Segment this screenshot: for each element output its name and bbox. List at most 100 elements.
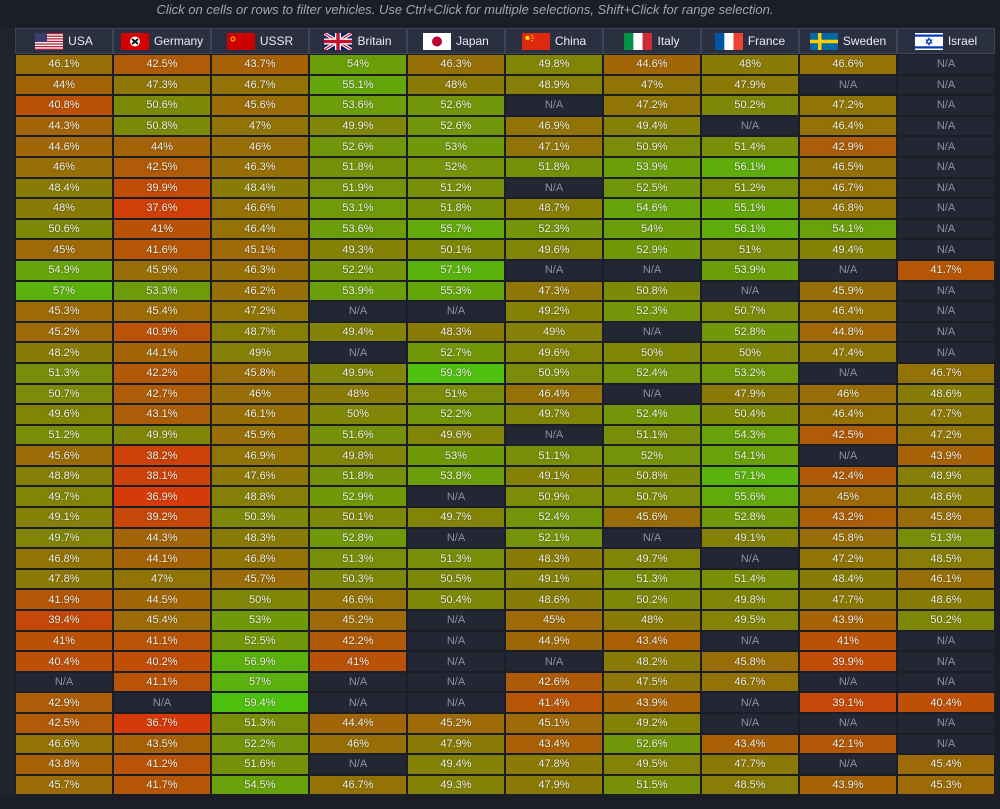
table-cell[interactable]: N/A (897, 177, 995, 199)
table-cell[interactable]: N/A (407, 671, 505, 693)
table-cell[interactable]: 45% (15, 239, 113, 260)
table-cell[interactable]: 43.9% (603, 692, 701, 713)
table-cell[interactable]: 49.8% (309, 445, 407, 466)
table-cell[interactable]: 46.8% (799, 198, 897, 219)
table-cell[interactable]: 48.5% (897, 548, 995, 569)
table-cell[interactable]: 52.1% (505, 527, 603, 549)
table-cell[interactable]: 40.2% (113, 651, 211, 672)
table-cell[interactable]: 42.6% (505, 671, 603, 693)
table-cell[interactable]: 57% (15, 280, 113, 302)
table-cell[interactable]: 56.9% (211, 651, 309, 672)
table-cell[interactable]: 54.1% (799, 218, 897, 240)
table-cell[interactable]: 49.1% (15, 507, 113, 528)
table-cell[interactable]: 41.7% (113, 774, 211, 796)
table-cell[interactable]: 51.8% (505, 156, 603, 178)
table-cell[interactable]: 54% (309, 54, 407, 75)
table-cell[interactable]: 47% (113, 568, 211, 590)
table-cell[interactable]: 44.6% (15, 136, 113, 157)
table-cell[interactable]: 46.9% (211, 445, 309, 466)
table-cell[interactable]: 45.4% (113, 610, 211, 631)
table-cell[interactable]: 46.9% (505, 115, 603, 137)
table-cell[interactable]: 48.2% (15, 342, 113, 363)
table-cell[interactable]: 47.3% (113, 74, 211, 96)
table-cell[interactable]: 50.9% (603, 136, 701, 157)
table-cell[interactable]: 51.1% (505, 445, 603, 466)
table-cell[interactable]: 49% (211, 342, 309, 363)
table-cell[interactable]: 50.6% (15, 218, 113, 240)
table-cell[interactable]: 52.7% (407, 342, 505, 363)
table-cell[interactable]: 50.1% (309, 507, 407, 528)
table-cell[interactable]: 53.6% (309, 218, 407, 240)
table-cell[interactable]: 50.1% (407, 239, 505, 260)
table-cell[interactable]: 41% (309, 651, 407, 672)
table-cell[interactable]: 45.2% (407, 713, 505, 734)
table-cell[interactable]: N/A (897, 713, 995, 734)
table-cell[interactable]: 43.9% (897, 445, 995, 466)
table-cell[interactable]: 49.9% (309, 115, 407, 137)
table-cell[interactable]: 48.6% (897, 486, 995, 508)
table-cell[interactable]: 42.4% (799, 465, 897, 487)
table-cell[interactable]: 48.3% (407, 321, 505, 343)
table-cell[interactable]: 49.4% (309, 321, 407, 343)
table-cell[interactable]: N/A (603, 383, 701, 405)
table-cell[interactable]: 44.1% (113, 342, 211, 363)
table-cell[interactable]: 53.9% (309, 280, 407, 302)
table-cell[interactable]: 47.1% (505, 136, 603, 157)
table-cell[interactable]: 45.3% (15, 301, 113, 322)
table-cell[interactable]: 48% (603, 610, 701, 631)
table-cell[interactable]: 41% (799, 630, 897, 652)
table-cell[interactable]: 50.6% (113, 95, 211, 116)
table-cell[interactable]: 46% (15, 156, 113, 178)
table-cell[interactable]: 49.9% (113, 424, 211, 446)
table-cell[interactable]: N/A (407, 301, 505, 322)
table-cell[interactable]: 47.7% (799, 589, 897, 611)
table-cell[interactable]: 47.8% (505, 754, 603, 775)
table-cell[interactable]: 45.7% (211, 568, 309, 590)
table-cell[interactable]: 39.9% (113, 177, 211, 199)
table-cell[interactable]: 51% (407, 383, 505, 405)
table-cell[interactable]: 50.3% (309, 568, 407, 590)
table-cell[interactable]: 43.5% (113, 733, 211, 755)
table-cell[interactable]: 52.2% (407, 404, 505, 425)
table-cell[interactable]: 46.7% (701, 671, 799, 693)
table-cell[interactable]: 47.2% (897, 424, 995, 446)
table-cell[interactable]: 46.4% (505, 383, 603, 405)
table-cell[interactable]: 44.8% (799, 321, 897, 343)
table-cell[interactable]: 50% (603, 342, 701, 363)
table-cell[interactable]: 48% (309, 383, 407, 405)
table-cell[interactable]: 46.8% (211, 548, 309, 569)
table-cell[interactable]: 46.8% (15, 548, 113, 569)
table-cell[interactable]: 46% (211, 383, 309, 405)
table-cell[interactable]: 45.9% (113, 259, 211, 281)
table-cell[interactable]: 40.4% (897, 692, 995, 713)
table-cell[interactable]: 45.2% (15, 321, 113, 343)
table-cell[interactable]: 48.4% (211, 177, 309, 199)
table-cell[interactable]: 55.1% (701, 198, 799, 219)
table-cell[interactable]: N/A (407, 651, 505, 672)
column-header-usa[interactable]: USA (15, 28, 113, 54)
table-cell[interactable]: 48.3% (505, 548, 603, 569)
table-cell[interactable]: 57.1% (407, 259, 505, 281)
table-cell[interactable]: 51.5% (603, 774, 701, 796)
table-cell[interactable]: 54.9% (15, 259, 113, 281)
table-cell[interactable]: 48.7% (211, 321, 309, 343)
table-cell[interactable]: 46.3% (211, 259, 309, 281)
table-cell[interactable]: 53.2% (701, 362, 799, 384)
table-cell[interactable]: 48.6% (897, 383, 995, 405)
table-cell[interactable]: 49.6% (15, 404, 113, 425)
table-cell[interactable]: 43.7% (211, 54, 309, 75)
table-cell[interactable]: 52.8% (701, 507, 799, 528)
table-cell[interactable]: 53% (407, 136, 505, 157)
table-cell[interactable]: 42.5% (113, 54, 211, 75)
table-cell[interactable]: N/A (309, 692, 407, 713)
table-cell[interactable]: 52.6% (407, 95, 505, 116)
table-cell[interactable]: 46.1% (211, 404, 309, 425)
table-cell[interactable]: 39.4% (15, 610, 113, 631)
table-cell[interactable]: 49.3% (309, 239, 407, 260)
table-cell[interactable]: 39.9% (799, 651, 897, 672)
table-cell[interactable]: 46.3% (407, 54, 505, 75)
table-cell[interactable]: N/A (897, 218, 995, 240)
table-cell[interactable]: 52.6% (603, 733, 701, 755)
table-cell[interactable]: 44% (113, 136, 211, 157)
table-cell[interactable]: 44% (15, 74, 113, 96)
